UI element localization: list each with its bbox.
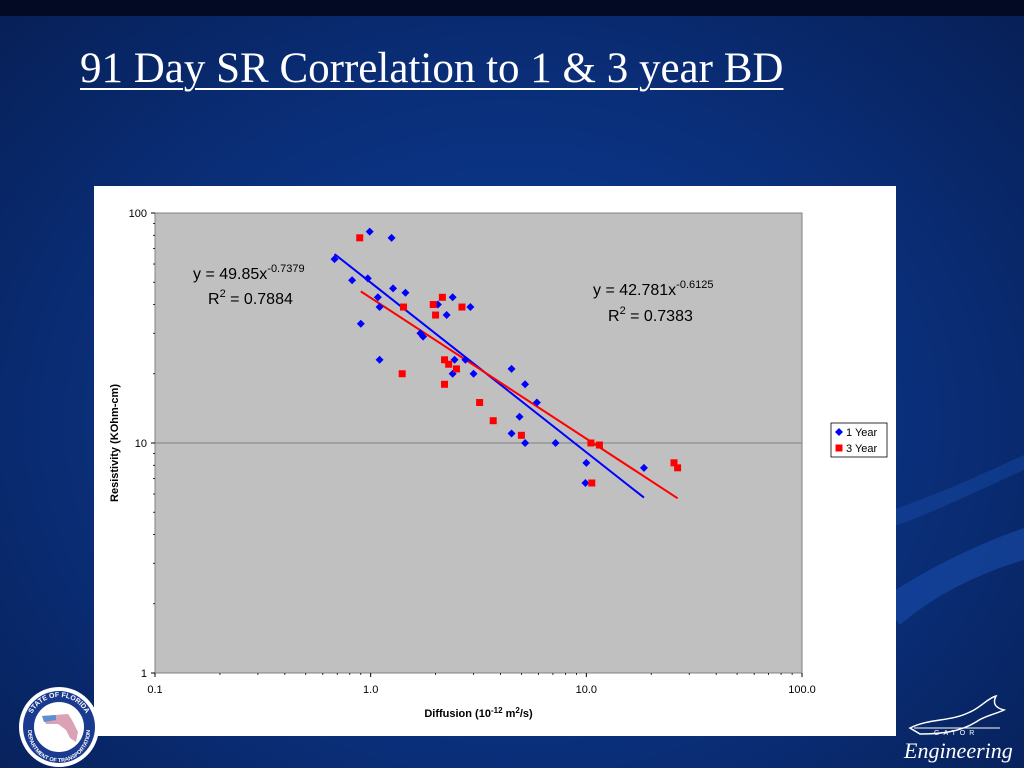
gator-small-text: GATOR	[934, 730, 979, 737]
data-point-1year	[469, 369, 478, 378]
data-point-3year	[445, 360, 453, 368]
data-point-1year	[507, 429, 516, 438]
trendline-equation: y = 42.781x-0.6125	[593, 279, 713, 299]
data-point-3year	[517, 431, 525, 439]
legend-marker-3year	[835, 444, 843, 452]
data-point-3year	[670, 459, 678, 467]
data-point-3year	[398, 370, 406, 378]
y-tick-label: 1	[141, 668, 147, 680]
x-axis-title-part: /s)	[520, 708, 533, 720]
data-point-3year	[441, 356, 449, 364]
legend-label: 1 Year	[846, 427, 878, 439]
r2-label: R	[208, 291, 220, 308]
data-point-3year	[452, 365, 460, 373]
trendline-equation: y = 49.85x-0.7379	[193, 263, 305, 283]
data-point-3year	[588, 479, 596, 487]
data-point-3year	[400, 303, 408, 311]
data-point-1year	[373, 293, 382, 302]
legend-marker-1year	[835, 428, 843, 436]
r2-label: R	[608, 308, 620, 325]
data-point-3year	[458, 303, 466, 311]
gator-logo	[908, 694, 1007, 735]
data-point-1year	[521, 439, 530, 447]
x-axis-title-part: -12	[491, 706, 503, 715]
r2-value: = 0.7383	[626, 308, 693, 325]
trendline-r-squared: R2 = 0.7884	[208, 288, 293, 308]
data-point-1year	[466, 303, 475, 312]
x-axis-title-part: Diffusion (10	[424, 708, 491, 720]
trendline-r-squared: R2 = 0.7383	[608, 305, 693, 325]
legend-label: 3 Year	[846, 443, 878, 455]
data-point-3year	[429, 301, 437, 309]
y-axis-title: Resistivity (KOhm-cm)	[109, 384, 121, 502]
data-point-3year	[476, 398, 484, 406]
data-point-3year	[432, 311, 440, 319]
data-point-1year	[348, 276, 357, 285]
data-point-1year	[401, 288, 410, 297]
x-axis-title-part: m	[503, 708, 516, 720]
data-point-3year	[489, 417, 497, 425]
data-point-1year	[507, 364, 516, 373]
r2-value: = 0.7884	[226, 291, 293, 308]
data-point-1year	[532, 398, 541, 407]
data-point-3year	[595, 441, 603, 449]
data-point-1year	[515, 412, 524, 421]
data-point-1year	[375, 303, 384, 312]
data-point-1year	[389, 284, 398, 293]
x-tick-label: 0.1	[147, 684, 162, 696]
data-point-3year	[441, 380, 449, 388]
equation-exponent: -0.6125	[676, 279, 713, 291]
data-point-3year	[438, 293, 446, 301]
data-point-1year	[551, 439, 560, 447]
x-tick-label: 10.0	[576, 684, 597, 696]
data-point-1year	[419, 332, 428, 341]
data-point-1year	[639, 463, 648, 472]
equation-text: y = 42.781x	[593, 282, 676, 299]
trendline-3year	[360, 290, 679, 500]
data-point-1year	[582, 458, 591, 467]
data-point-1year	[581, 479, 590, 488]
engineering-wordmark: Engineering	[904, 738, 1013, 763]
equation-text: y = 49.85x	[193, 266, 267, 283]
data-point-1year	[365, 227, 374, 236]
data-point-3year	[356, 234, 364, 242]
data-point-1year	[363, 274, 372, 283]
r2-sup: 2	[620, 305, 626, 317]
data-point-3year	[674, 464, 682, 472]
x-axis-title: Diffusion (10-12 m2/s)	[424, 706, 533, 720]
x-tick-label: 100.0	[788, 684, 816, 696]
data-point-1year	[450, 355, 459, 364]
slide-title: 91 Day SR Correlation to 1 & 3 year BD	[80, 45, 784, 92]
data-point-1year	[387, 233, 396, 242]
data-point-1year	[356, 319, 365, 328]
fdot-seal-logo: STATE OF FLORIDA DEPARTMENT OF TRANSPORT…	[19, 687, 99, 767]
equation-exponent: -0.7379	[267, 263, 304, 275]
data-point-3year	[587, 439, 595, 447]
x-tick-label: 1.0	[363, 684, 378, 696]
top-bar	[0, 0, 1024, 16]
y-tick-label: 100	[129, 208, 147, 220]
data-point-1year	[461, 355, 470, 364]
data-point-1year	[442, 311, 451, 320]
r2-sup: 2	[220, 288, 226, 300]
data-point-1year	[521, 380, 530, 389]
data-point-1year	[448, 293, 457, 302]
x-axis-title-part: 2	[515, 706, 520, 715]
data-point-1year	[330, 255, 339, 264]
y-tick-label: 10	[135, 438, 147, 450]
data-point-1year	[375, 355, 384, 364]
